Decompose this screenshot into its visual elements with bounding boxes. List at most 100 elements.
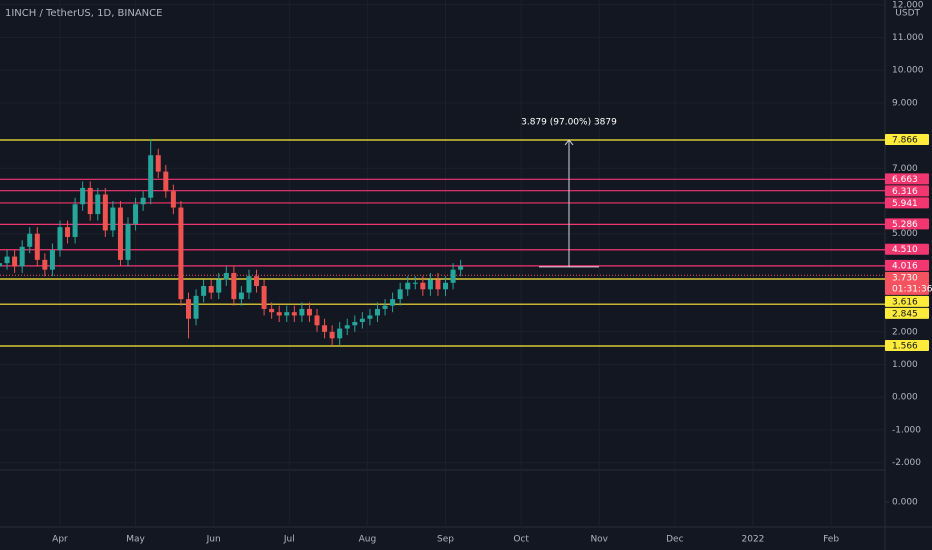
candle-body — [352, 321, 358, 326]
candle-body — [435, 279, 441, 290]
candle-body — [322, 325, 328, 332]
price-label-box — [885, 340, 929, 352]
candle-body — [125, 223, 131, 260]
candle-body — [87, 187, 93, 215]
candle-body — [261, 286, 267, 309]
candle-body — [238, 292, 244, 300]
candle-body — [110, 207, 116, 231]
candle-body — [367, 315, 373, 319]
y-tick-label: 10.000 — [892, 66, 924, 76]
candle-body — [42, 259, 48, 270]
candle-body — [412, 282, 418, 284]
candle-body — [65, 227, 71, 237]
axis-unit: USDT — [895, 9, 920, 19]
candle-body — [185, 299, 191, 319]
candle-body — [80, 187, 86, 205]
candle-body — [254, 276, 260, 287]
level-label: 4.016 — [892, 261, 918, 271]
candle-body — [216, 279, 222, 293]
price-label-box — [885, 307, 929, 319]
candle-body — [405, 282, 411, 290]
candle-body — [284, 312, 290, 316]
x-tick-label: Sep — [437, 535, 454, 545]
price-label-box — [885, 218, 929, 230]
candle-body — [178, 207, 184, 300]
candle-body — [0, 263, 2, 267]
level-label: 1.566 — [892, 342, 918, 352]
price-label-box — [885, 243, 929, 255]
candle-body — [246, 276, 252, 293]
candle-body — [359, 318, 365, 322]
y-tick-label: 1.000 — [892, 360, 918, 370]
candle-body — [72, 204, 78, 237]
candle-body — [49, 250, 55, 270]
candle-body — [329, 331, 335, 339]
price-label-box — [885, 197, 929, 209]
y-tick-label: -1.000 — [892, 425, 921, 435]
candle-body — [390, 299, 396, 306]
candle-body — [276, 312, 282, 316]
level-label: 6.316 — [892, 187, 918, 197]
candle-body — [314, 315, 320, 326]
price-label-box — [885, 185, 929, 197]
y-tick-label: 2.000 — [892, 327, 918, 337]
x-tick-label: May — [126, 535, 145, 545]
level-label: 2.845 — [892, 309, 918, 319]
level-label: 5.286 — [892, 220, 918, 230]
candle-body — [450, 269, 456, 283]
candle-body — [306, 308, 312, 316]
x-tick-label: Feb — [823, 535, 839, 545]
measure-arrowhead — [564, 139, 574, 146]
price-label-box — [885, 259, 929, 271]
candle-body — [34, 233, 40, 260]
candle-body — [193, 295, 199, 319]
price-label-box — [885, 295, 929, 307]
candle-body — [4, 256, 10, 264]
candle-body — [458, 266, 464, 270]
y-tick-label: 5.000 — [892, 229, 918, 239]
candle-body — [420, 282, 426, 290]
candle-body — [133, 204, 139, 224]
x-tick-label: Nov — [590, 535, 608, 545]
y-tick-label: 7.000 — [892, 164, 918, 174]
level-label: 7.866 — [892, 135, 918, 145]
level-label: 4.510 — [892, 245, 918, 255]
x-tick-label: 2022 — [742, 535, 765, 545]
countdown-label: 01:31:36 — [892, 284, 932, 294]
x-tick-label: Jun — [206, 535, 221, 545]
candle-body — [140, 197, 146, 205]
x-tick-label: Aug — [359, 535, 377, 545]
candle-body — [291, 312, 297, 316]
candle-body — [148, 155, 154, 198]
candle-body — [231, 272, 237, 300]
candle-body — [27, 233, 33, 247]
level-label: 3.616 — [892, 297, 918, 307]
candle-body — [397, 289, 403, 300]
candle-body — [269, 308, 275, 313]
candle-body — [299, 308, 305, 316]
measure-label: 3.879 (97.00%) 3879 — [521, 117, 617, 127]
candle-body — [337, 328, 343, 339]
price-label-box — [885, 173, 929, 185]
candle-body — [19, 246, 25, 267]
price-label-box — [885, 271, 929, 295]
candle-body — [102, 194, 108, 231]
level-label: 6.663 — [892, 175, 918, 185]
candle-body — [427, 279, 433, 290]
last-price-label: 3.730 — [892, 273, 918, 283]
candle-body — [155, 155, 161, 172]
candle-body — [57, 227, 63, 251]
candle-body — [163, 171, 169, 192]
y-tick-label: 0.000 — [892, 393, 918, 403]
candle-body — [117, 207, 123, 260]
candle-body — [208, 286, 214, 293]
level-label: 5.941 — [892, 199, 918, 209]
price-label-box — [885, 133, 929, 145]
candle-body — [374, 308, 380, 316]
candle-body — [170, 191, 176, 208]
y-tick-label: -2.000 — [892, 458, 921, 468]
candle-body — [95, 194, 101, 215]
candle-body — [12, 256, 18, 267]
y-tick-label: 9.000 — [892, 98, 918, 108]
